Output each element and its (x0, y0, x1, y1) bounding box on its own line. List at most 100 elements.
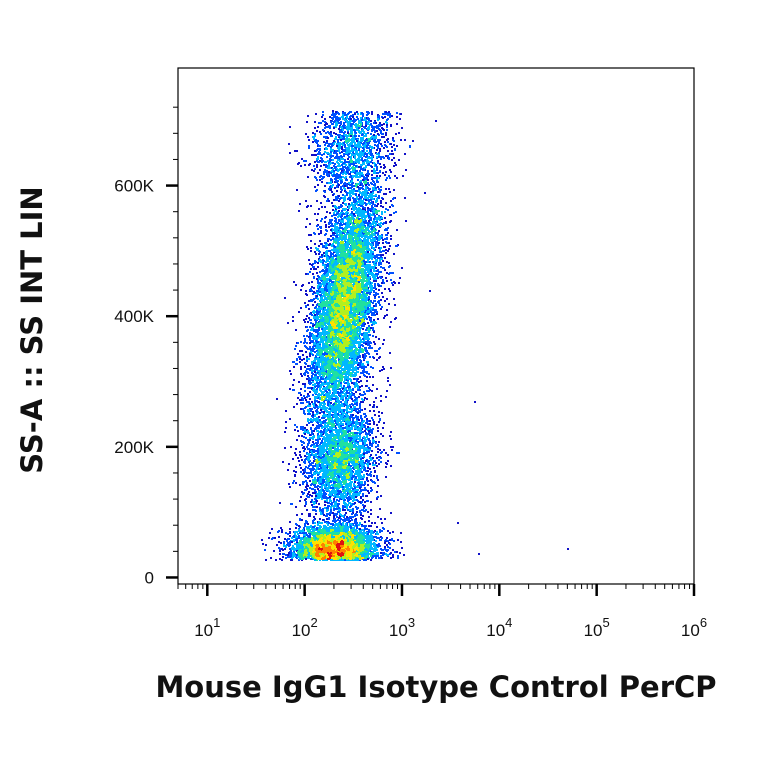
data-point (387, 227, 389, 229)
data-point (309, 342, 311, 344)
data-point (329, 212, 331, 214)
data-point (337, 370, 339, 372)
data-point (317, 262, 319, 264)
data-point (368, 325, 370, 327)
data-point (368, 330, 370, 332)
data-point (309, 405, 311, 407)
data-point (310, 501, 312, 503)
data-point (391, 272, 393, 274)
data-point (367, 222, 369, 224)
data-point (299, 358, 301, 360)
data-point (299, 399, 301, 401)
data-point (365, 180, 367, 182)
data-point (333, 391, 335, 393)
data-point (348, 392, 350, 394)
data-point (364, 353, 366, 355)
data-point (309, 346, 311, 348)
data-point (315, 404, 317, 406)
data-point (314, 243, 316, 245)
data-point (306, 218, 308, 220)
data-point (390, 220, 392, 222)
data-point (306, 315, 308, 317)
data-point (316, 382, 318, 384)
data-point (354, 287, 356, 289)
data-point (365, 211, 367, 213)
data-point (376, 353, 378, 355)
data-point (367, 192, 369, 194)
data-point (384, 300, 386, 302)
data-point (316, 366, 318, 368)
data-point (316, 308, 318, 310)
data-point (337, 231, 339, 233)
data-point (333, 360, 335, 362)
data-point (314, 384, 316, 386)
data-point (328, 282, 330, 284)
data-point (385, 188, 387, 190)
data-point (344, 379, 346, 381)
data-point (367, 322, 369, 324)
data-point (346, 341, 348, 343)
data-point (338, 385, 340, 387)
data-point (378, 188, 380, 190)
data-point (327, 263, 329, 265)
data-point (340, 323, 342, 325)
data-point (392, 284, 394, 286)
data-point (378, 216, 380, 218)
data-point (350, 270, 352, 272)
data-point (335, 277, 337, 279)
data-point (325, 226, 327, 228)
data-point (377, 257, 379, 259)
data-point (331, 386, 333, 388)
data-point (304, 321, 306, 323)
data-point (314, 351, 316, 353)
data-point (361, 273, 363, 275)
data-point (372, 367, 374, 369)
data-point (364, 272, 366, 274)
data-point (357, 266, 359, 268)
data-point (339, 247, 341, 249)
data-point (351, 253, 353, 255)
data-point (300, 408, 302, 410)
data-point (361, 230, 363, 232)
data-point (384, 238, 386, 240)
data-point (312, 424, 314, 426)
data-point (361, 385, 363, 387)
data-point (352, 208, 354, 210)
data-point (370, 182, 372, 184)
data-point (349, 242, 351, 244)
data-point (383, 339, 385, 341)
data-point (309, 387, 311, 389)
data-point (346, 373, 348, 375)
data-point (331, 202, 333, 204)
data-point (344, 252, 346, 254)
data-point (365, 347, 367, 349)
data-point (373, 230, 375, 232)
data-point (300, 426, 302, 428)
data-point (380, 299, 382, 301)
data-point (318, 309, 320, 311)
data-point (318, 366, 320, 368)
data-point (321, 322, 323, 324)
data-point (370, 311, 372, 313)
data-point (382, 343, 384, 345)
data-point (361, 319, 363, 321)
data-point (329, 295, 331, 297)
data-point (338, 257, 340, 259)
data-point (333, 212, 335, 214)
data-point (368, 256, 370, 258)
data-point (339, 355, 341, 357)
data-point (304, 407, 306, 409)
data-point (351, 243, 353, 245)
data-point (350, 279, 352, 281)
data-point (364, 397, 366, 399)
data-point (381, 211, 383, 213)
data-point (358, 218, 360, 220)
data-point (360, 234, 362, 236)
data-point (368, 209, 370, 211)
data-point (331, 304, 333, 306)
data-point (370, 327, 372, 329)
data-point (354, 396, 356, 398)
data-point (312, 341, 314, 343)
data-point (372, 309, 374, 311)
data-point (329, 250, 331, 252)
